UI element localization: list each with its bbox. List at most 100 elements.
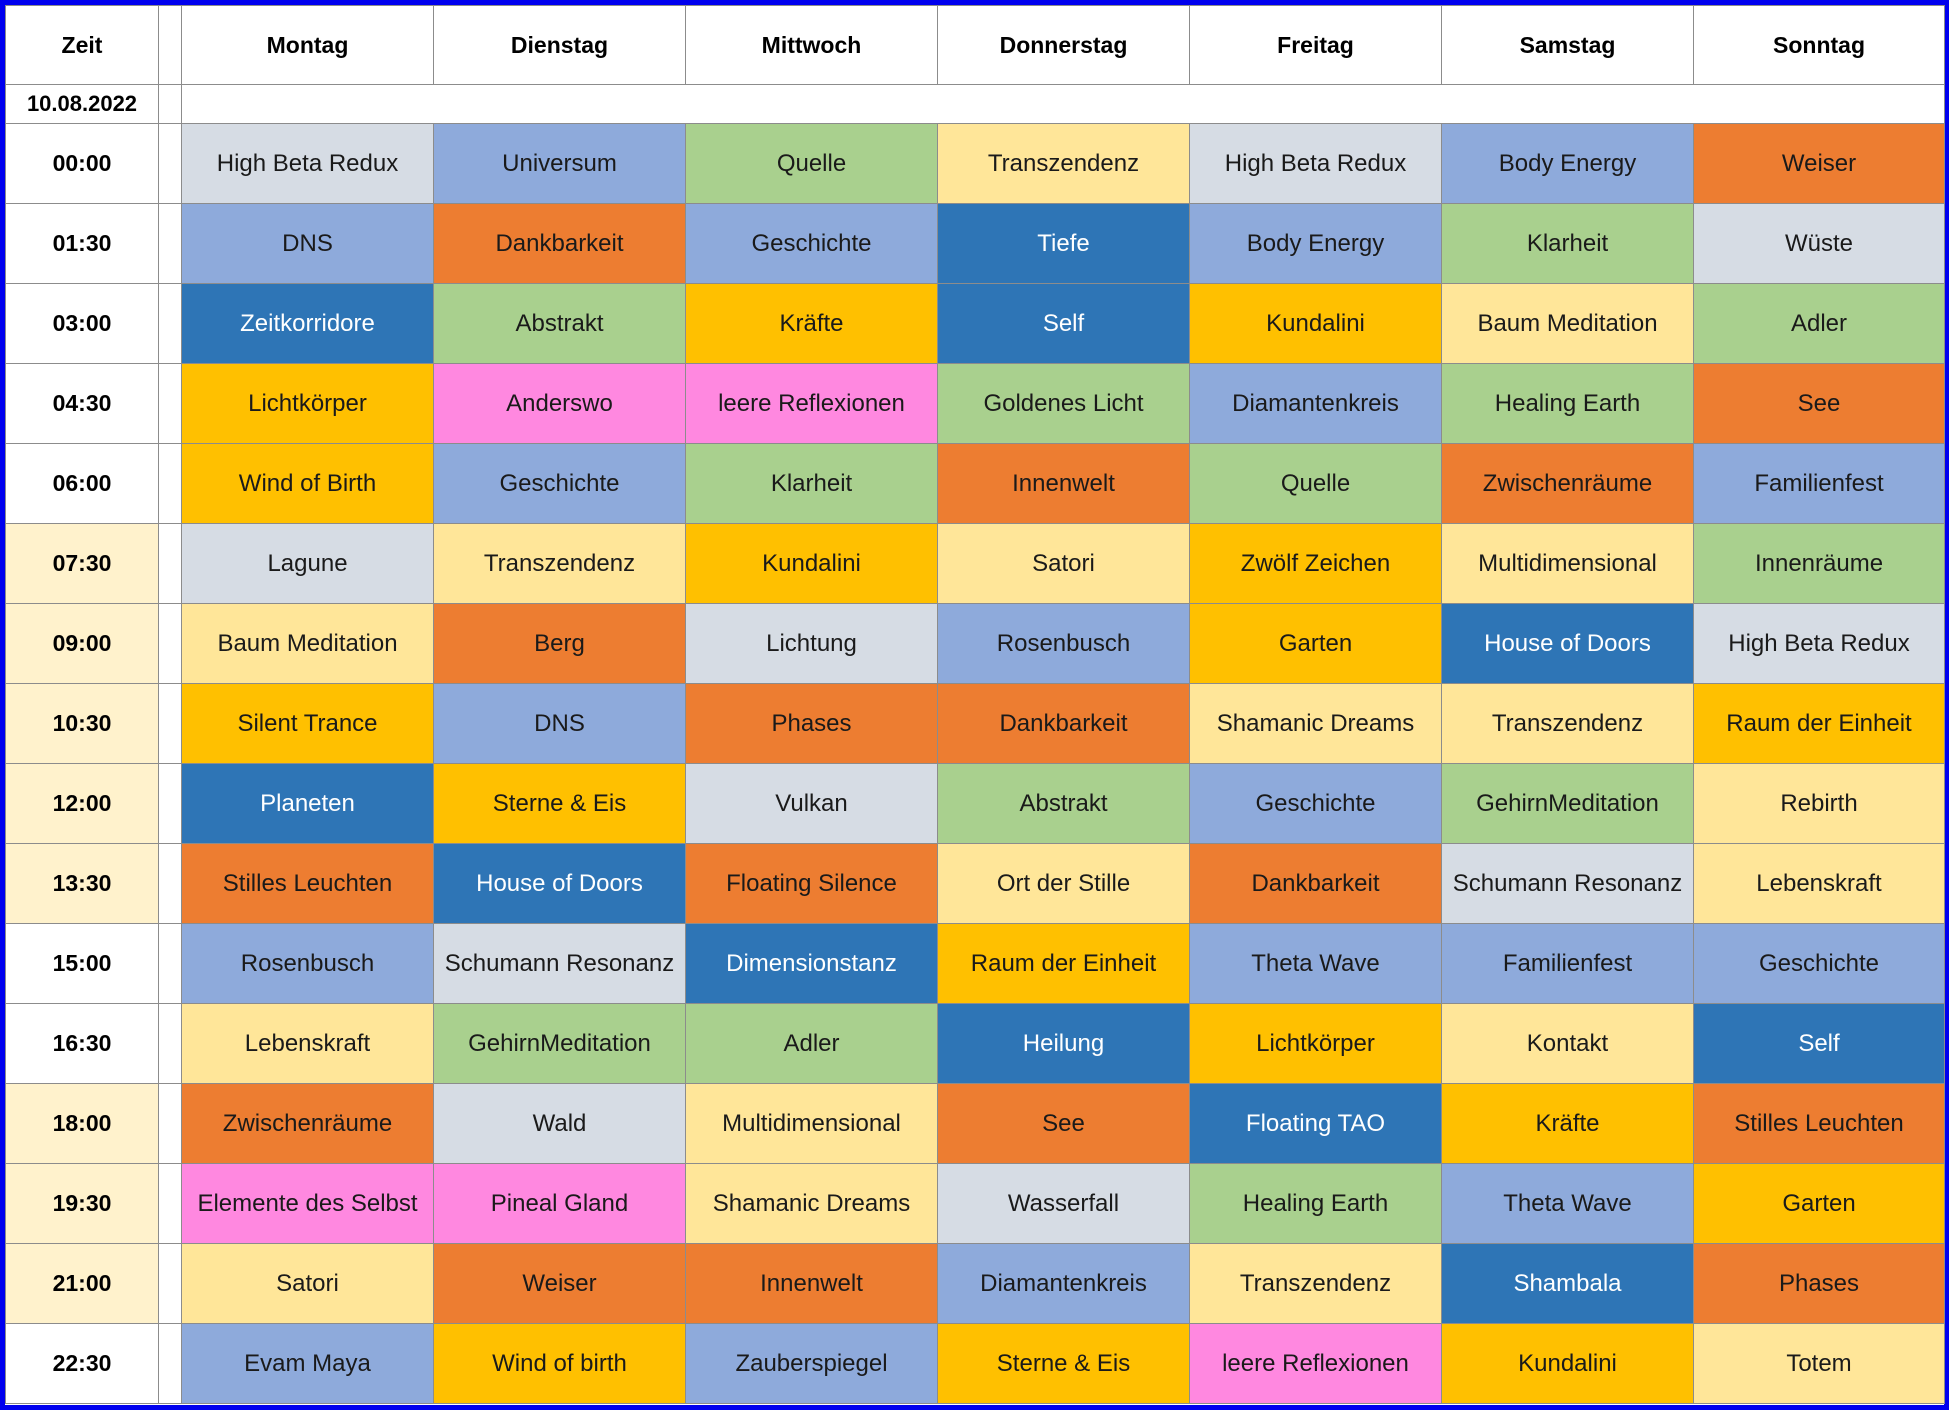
session-cell: Zwölf Zeichen bbox=[1189, 523, 1442, 604]
time-slot-row: 01:30 DNS Dankbarkeit Geschichte Tiefe Body E… bbox=[5, 203, 1945, 284]
day-header: Sonntag bbox=[1693, 5, 1945, 85]
session-cell: High Beta Redux bbox=[181, 123, 434, 204]
spacer-cell bbox=[158, 203, 182, 284]
session-cell: GehirnMeditation bbox=[1441, 763, 1694, 844]
session-cell: Body Energy bbox=[1189, 203, 1442, 284]
session-cell: Weiser bbox=[1693, 123, 1945, 204]
spacer-cell bbox=[158, 843, 182, 924]
session-cell: Schumann Resonanz bbox=[433, 923, 686, 1004]
day-header: Montag bbox=[181, 5, 434, 85]
session-cell: Kundalini bbox=[1189, 283, 1442, 364]
time-slot-row: 06:00 Wind of Birth Geschichte Klarheit Inne… bbox=[5, 443, 1945, 524]
time-slot-row: 09:00 Baum Meditation Berg Lichtung Rosenbus… bbox=[5, 603, 1945, 684]
time-cell: 03:00 bbox=[5, 283, 159, 364]
spacer-cell bbox=[158, 683, 182, 764]
session-cell: Multidimensional bbox=[685, 1083, 938, 1164]
session-cell: GehirnMeditation bbox=[433, 1003, 686, 1084]
session-cell: Abstrakt bbox=[937, 763, 1190, 844]
session-cell: Phases bbox=[685, 683, 938, 764]
session-cell: Elemente des Selbst bbox=[181, 1163, 434, 1244]
time-cell: 01:30 bbox=[5, 203, 159, 284]
time-slot-row: 12:00 Planeten Sterne & Eis Vulkan Abstrakt G… bbox=[5, 763, 1945, 844]
session-cell: Heilung bbox=[937, 1003, 1190, 1084]
session-cell: Dimensionstanz bbox=[685, 923, 938, 1004]
session-cell: Shamanic Dreams bbox=[685, 1163, 938, 1244]
spacer-cell bbox=[158, 603, 182, 684]
session-cell: Berg bbox=[433, 603, 686, 684]
session-cell: Rosenbusch bbox=[937, 603, 1190, 684]
session-cell: Body Energy bbox=[1441, 123, 1694, 204]
session-cell: DNS bbox=[181, 203, 434, 284]
session-cell: Stilles Leuchten bbox=[1693, 1083, 1945, 1164]
time-slot-row: 00:00 High Beta Redux Universum Quelle Trans… bbox=[5, 123, 1945, 204]
spacer-cell bbox=[158, 1243, 182, 1324]
time-slot-row: 13:30 Stilles Leuchten House of Doors Float… bbox=[5, 843, 1945, 924]
date-row: 10.08.2022 bbox=[5, 84, 1945, 124]
time-cell: 10:30 bbox=[5, 683, 159, 764]
session-cell: Planeten bbox=[181, 763, 434, 844]
session-cell: Transzendenz bbox=[433, 523, 686, 604]
session-cell: Zwischenräume bbox=[181, 1083, 434, 1164]
time-slot-row: 19:30 Elemente des Selbst Pineal Gland Sham… bbox=[5, 1163, 1945, 1244]
session-cell: Satori bbox=[937, 523, 1190, 604]
session-cell: Adler bbox=[685, 1003, 938, 1084]
time-cell: 18:00 bbox=[5, 1083, 159, 1164]
session-cell: See bbox=[937, 1083, 1190, 1164]
session-cell: Geschichte bbox=[685, 203, 938, 284]
spacer-cell bbox=[158, 283, 182, 364]
session-cell: Baum Meditation bbox=[181, 603, 434, 684]
session-cell: Kräfte bbox=[685, 283, 938, 364]
spacer-cell bbox=[158, 1003, 182, 1084]
session-cell: leere Reflexionen bbox=[685, 363, 938, 444]
session-cell: Silent Trance bbox=[181, 683, 434, 764]
session-cell: Healing Earth bbox=[1441, 363, 1694, 444]
session-cell: Innenwelt bbox=[937, 443, 1190, 524]
session-cell: Zwischenräume bbox=[1441, 443, 1694, 524]
session-cell: Universum bbox=[433, 123, 686, 204]
spacer-cell bbox=[158, 1083, 182, 1164]
session-cell: Innenwelt bbox=[685, 1243, 938, 1324]
session-cell: Theta Wave bbox=[1189, 923, 1442, 1004]
session-cell: Tiefe bbox=[937, 203, 1190, 284]
session-cell: High Beta Redux bbox=[1189, 123, 1442, 204]
session-cell: Shamanic Dreams bbox=[1189, 683, 1442, 764]
session-cell: Rosenbusch bbox=[181, 923, 434, 1004]
session-cell: Schumann Resonanz bbox=[1441, 843, 1694, 924]
day-header: Donnerstag bbox=[937, 5, 1190, 85]
session-cell: House of Doors bbox=[1441, 603, 1694, 684]
session-cell: Weiser bbox=[433, 1243, 686, 1324]
spacer-cell bbox=[158, 1323, 182, 1404]
spacer-cell bbox=[158, 84, 182, 124]
session-cell: Multidimensional bbox=[1441, 523, 1694, 604]
session-cell: Geschichte bbox=[1189, 763, 1442, 844]
session-cell: Diamantenkreis bbox=[1189, 363, 1442, 444]
session-cell: Garten bbox=[1693, 1163, 1945, 1244]
session-cell: Transzendenz bbox=[1189, 1243, 1442, 1324]
session-cell: Lichtung bbox=[685, 603, 938, 684]
session-cell: Evam Maya bbox=[181, 1323, 434, 1404]
session-cell: Floating Silence bbox=[685, 843, 938, 924]
session-cell: Lebenskraft bbox=[1693, 843, 1945, 924]
session-cell: Raum der Einheit bbox=[1693, 683, 1945, 764]
time-slot-row: 15:00 Rosenbusch Schumann Resonanz Dimensio… bbox=[5, 923, 1945, 1004]
time-slot-row: 22:30 Evam Maya Wind of birth Zauberspiegel… bbox=[5, 1323, 1945, 1404]
session-cell: Geschichte bbox=[1693, 923, 1945, 1004]
session-cell: Totem bbox=[1693, 1323, 1945, 1404]
session-cell: Anderswo bbox=[433, 363, 686, 444]
day-header: Samstag bbox=[1441, 5, 1694, 85]
session-cell: Baum Meditation bbox=[1441, 283, 1694, 364]
time-cell: 07:30 bbox=[5, 523, 159, 604]
session-cell: Familienfest bbox=[1693, 443, 1945, 524]
session-cell: House of Doors bbox=[433, 843, 686, 924]
date-row-blank bbox=[181, 84, 1945, 124]
session-cell: Adler bbox=[1693, 283, 1945, 364]
session-cell: Sterne & Eis bbox=[937, 1323, 1190, 1404]
time-cell: 22:30 bbox=[5, 1323, 159, 1404]
session-cell: Lebenskraft bbox=[181, 1003, 434, 1084]
schedule-table: Zeit Montag Dienstag Mittwoch Donnerstag… bbox=[5, 5, 1945, 1404]
time-slot-row: 07:30 Lagune Transzendenz Kundalini Satori Zw… bbox=[5, 523, 1945, 604]
date-cell: 10.08.2022 bbox=[5, 84, 159, 124]
spacer-cell bbox=[158, 443, 182, 524]
session-cell: Dankbarkeit bbox=[433, 203, 686, 284]
